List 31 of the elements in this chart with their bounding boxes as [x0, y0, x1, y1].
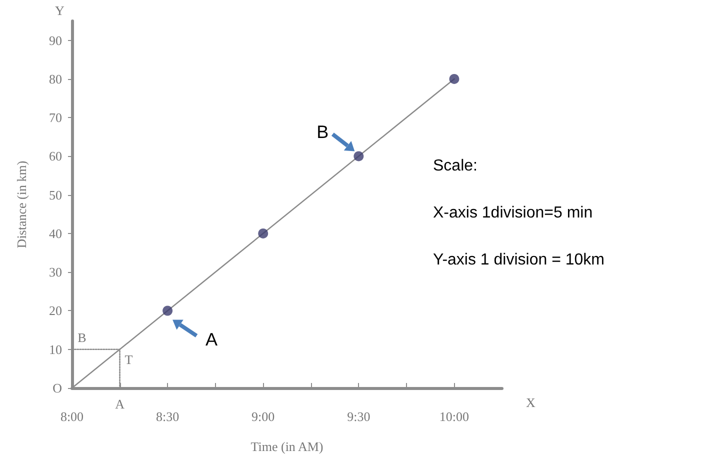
x-axis-title: Time (in AM) [250, 439, 324, 454]
y-tick-label: 10 [49, 342, 62, 357]
point [162, 306, 173, 316]
x-tick-label: 9:00 [252, 409, 275, 424]
point [258, 228, 268, 238]
annotation: T [124, 352, 133, 367]
annotation: Y-axis 1 division = 10km [433, 252, 604, 268]
y-tick-label: 70 [49, 110, 62, 126]
point [354, 151, 364, 162]
annotation: A [206, 330, 218, 350]
y-tick-label: 30 [49, 264, 62, 280]
y-tick-label: O [52, 380, 62, 396]
text: Y [55, 3, 65, 18]
x-tick-label: 8:30 [156, 409, 180, 424]
x-tick-label: 10:00 [439, 409, 470, 424]
y-tick-label: 80 [49, 71, 62, 86]
y-tick-label: 60 [49, 148, 62, 164]
y-tick-label: 20 [49, 303, 62, 318]
y-tick-label: 40 [49, 226, 62, 241]
annotation: B [316, 122, 329, 142]
y-tick-label: 50 [49, 187, 62, 202]
x-tick-label: 8:00 [60, 409, 84, 424]
annotation: B [78, 330, 87, 345]
annotation: Scale: [433, 158, 478, 174]
y-axis-title: Distance (in km) [14, 160, 29, 248]
annotation: A [115, 396, 126, 412]
y-tick-label: 90 [49, 32, 62, 48]
annotation: X-axis 1division=5 min [433, 204, 593, 222]
text: X [526, 395, 536, 410]
point [449, 74, 460, 84]
x-tick-label: 9:30 [347, 409, 370, 424]
